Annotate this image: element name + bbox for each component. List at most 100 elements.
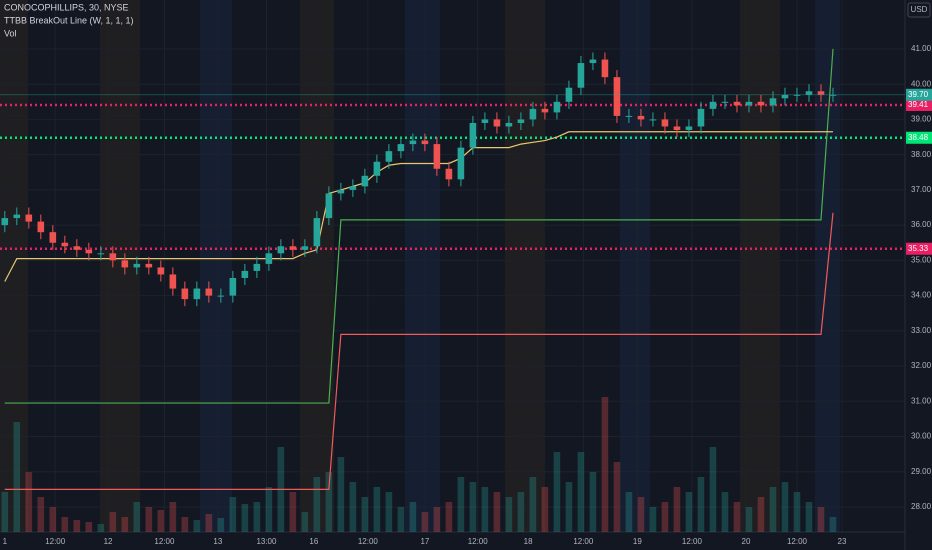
volume-bar (661, 502, 669, 532)
volume-bar (49, 507, 57, 532)
candle-body (241, 270, 249, 278)
y-tick-label: 33.00 (911, 326, 932, 335)
x-tick-label: 12:00 (682, 537, 703, 546)
volume-bar (313, 477, 321, 532)
candle-body (421, 140, 429, 145)
candle-body (337, 189, 345, 194)
candle-body (97, 253, 105, 255)
candle-body (289, 246, 297, 250)
candle-body (397, 144, 405, 152)
y-tick-label: 40.00 (911, 79, 932, 88)
candle-body (637, 115, 645, 120)
candle-body (265, 253, 273, 264)
x-tick-label: 18 (524, 537, 533, 546)
candle-body (457, 147, 465, 180)
volume-bar (517, 492, 525, 532)
candle-body (169, 274, 177, 289)
volume-bar (37, 497, 45, 532)
x-tick-label: 13:00 (256, 537, 277, 546)
session-band (200, 0, 232, 532)
candle-body (109, 253, 117, 261)
candle-body (709, 101, 717, 109)
volume-bar (133, 502, 141, 532)
volume-bar (25, 472, 33, 532)
session-band (100, 0, 140, 532)
candle-body (781, 94, 789, 99)
currency[interactable]: USD (911, 5, 928, 14)
candle-body (481, 119, 489, 123)
candle-body (733, 101, 741, 106)
volume-bar (721, 492, 729, 532)
volume-bar (589, 472, 597, 532)
x-tick-label: 1 (3, 537, 8, 546)
volume-bar (349, 482, 357, 532)
indicator: TTBB BreakOut Line (W, 1, 1, 1) (4, 15, 134, 25)
session-band (300, 0, 334, 532)
level-tag (906, 98, 932, 111)
volume-bar (685, 492, 693, 532)
candle-body (301, 246, 309, 250)
volume-bar (649, 507, 657, 532)
x-tick-label: 17 (420, 537, 429, 546)
volume-bar (145, 507, 153, 532)
candle-body (49, 232, 57, 243)
volume-bar (301, 512, 309, 532)
candle-body (217, 295, 225, 297)
currency-box[interactable] (907, 2, 931, 18)
candle-body (133, 263, 141, 268)
candle-body (769, 98, 777, 106)
x-tick-label: 16 (309, 537, 318, 546)
candle-body (325, 193, 333, 219)
volume-bar (529, 477, 537, 532)
candle-body (277, 246, 285, 254)
x-tick-label: 12:00 (787, 537, 808, 546)
candle-body (529, 108, 537, 120)
session-band (740, 0, 780, 532)
session-band (505, 0, 545, 532)
candle-body (589, 59, 597, 64)
candle-body (313, 218, 321, 247)
volume-bar (709, 447, 717, 532)
volume-bar (73, 520, 81, 532)
candle-body (745, 101, 753, 106)
candle-body (85, 249, 93, 254)
volume-bar (601, 397, 609, 532)
candle-body (661, 119, 669, 127)
y-tick-label: 37.00 (911, 185, 932, 194)
volume-bar (157, 510, 165, 532)
candle-body (253, 263, 261, 271)
candle-body (37, 221, 45, 233)
indicator-line (4, 48, 834, 404)
y-tick-label: 39.00 (911, 115, 932, 124)
level-tag (906, 131, 932, 144)
y-tick-label: 34.00 (911, 291, 932, 300)
candle-body (541, 108, 549, 113)
volume-bar (469, 482, 477, 532)
candle-body (13, 214, 21, 219)
candle-body (649, 119, 657, 121)
volume-bar (769, 487, 777, 532)
last-price-tag (906, 88, 932, 101)
candle-body (373, 161, 381, 176)
candle-body (817, 91, 825, 95)
volume-bar (505, 497, 513, 532)
volume-bar (325, 472, 333, 532)
x-tick-label: 20 (742, 537, 751, 546)
y-tick-label: 38.00 (911, 150, 932, 159)
candle-body (721, 101, 729, 103)
volume-bar (757, 497, 765, 532)
y-tick-label: 41.00 (911, 44, 932, 53)
y-tick-label: 30.00 (911, 432, 932, 441)
x-tick-label: 12:00 (573, 537, 594, 546)
candle-body (829, 94, 837, 96)
x-tick-label: 12:00 (358, 537, 379, 546)
volume-bar (409, 502, 417, 532)
volume-bar (397, 507, 405, 532)
volume-bar (421, 512, 429, 532)
candle-body (157, 267, 165, 275)
volume-bar (733, 502, 741, 532)
x-tick-label: 12:00 (468, 537, 489, 546)
candle-body (613, 77, 621, 116)
volume-bar (493, 492, 501, 532)
candle-body (697, 108, 705, 127)
